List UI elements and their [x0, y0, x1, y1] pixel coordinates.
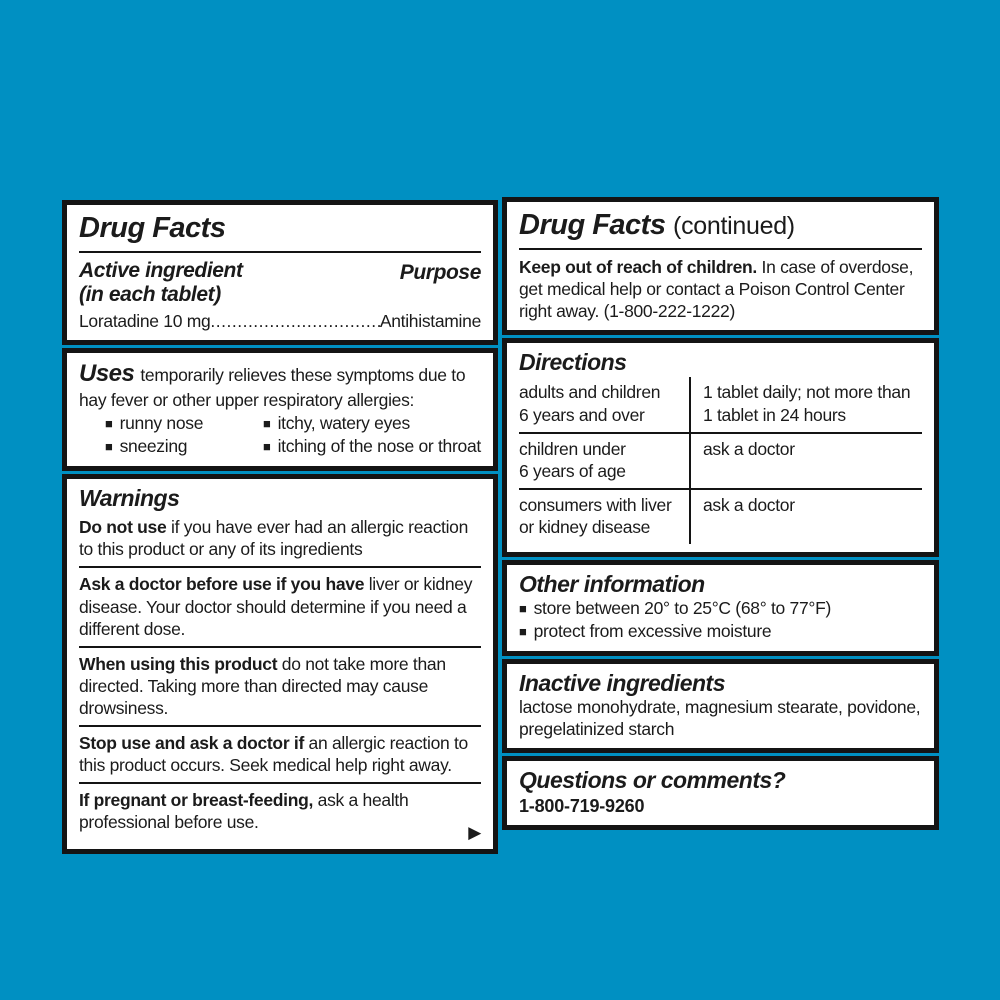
ingredient-name: Loratadine 10 mg [79, 311, 211, 332]
purpose-heading: Purpose [399, 260, 482, 284]
continued-label: (continued) [673, 212, 795, 240]
other-information-heading: Other information [519, 570, 705, 597]
title-divider [519, 247, 922, 250]
list-item: ■ itchy, watery eyes [263, 413, 410, 434]
questions-heading: Questions or comments? [519, 767, 786, 794]
uses-box: Uses temporarily relieves these symptoms … [62, 348, 498, 471]
drug-facts-continued-title: Drug Facts (continued) [519, 209, 795, 241]
table-row: adults and children 6 years and over 1 t… [519, 377, 922, 432]
warnings-heading: Warnings [79, 484, 180, 511]
table-row: children under 6 years of age ask a doct… [519, 431, 922, 488]
active-ingredient-heading: Active ingredient (in each tablet) [79, 258, 243, 307]
warning-paragraph: Stop use and ask a doctor if an allergic… [79, 724, 481, 782]
list-item: ■ store between 20° to 25°C (68° to 77°F… [519, 598, 831, 619]
table-row: consumers with liver or kidney disease a… [519, 487, 922, 544]
directions-dose: 1 tablet daily; not more than 1 tablet i… [703, 382, 911, 425]
uses-bullets: ■ runny nose ■ itchy, watery eyes ■ snee… [79, 412, 481, 458]
keep-out-paragraph: Keep out of reach of children. In case o… [519, 256, 914, 321]
title-active-ingredient-box: Drug Facts Active ingredient (in each ta… [62, 200, 498, 346]
directions-table: adults and children 6 years and over 1 t… [519, 377, 922, 544]
square-bullet-icon: ■ [105, 416, 113, 432]
square-bullet-icon: ■ [263, 416, 271, 432]
list-item: ■ itching of the nose or throat [263, 436, 481, 457]
directions-who: children under 6 years of age [519, 431, 691, 488]
continued-arrow-icon: ▶ [468, 822, 481, 842]
directions-heading: Directions [519, 349, 627, 376]
inactive-ingredients-heading: Inactive ingredients [519, 669, 726, 696]
warning-paragraph: If pregnant or breast-feeding, ask a hea… [79, 781, 481, 839]
inactive-ingredients-text: lactose monohydrate, magnesium stearate,… [519, 697, 921, 740]
list-item: ■ protect from excessive moisture [519, 620, 772, 641]
square-bullet-icon: ■ [519, 601, 527, 617]
warning-paragraph: Do not use if you have ever had an aller… [79, 517, 469, 560]
ingredient-purpose: Antihistamine [379, 311, 481, 332]
directions-box: Directions adults and children 6 years a… [502, 338, 939, 557]
square-bullet-icon: ■ [263, 439, 271, 455]
list-item: ■ sneezing [105, 436, 188, 457]
drug-facts-title: Drug Facts [79, 212, 226, 244]
square-bullet-icon: ■ [519, 623, 527, 639]
warnings-box: Warnings Do not use if you have ever had… [62, 473, 498, 854]
warning-paragraph: When using this product do not take more… [79, 645, 481, 725]
questions-phone: 1-800-719-9260 [519, 795, 645, 816]
continued-keep-out-box: Drug Facts (continued) Keep out of reach… [502, 197, 939, 336]
ingredient-row: Loratadine 10 mg .......................… [79, 311, 481, 332]
left-panel: Drug Facts Active ingredient (in each ta… [62, 200, 498, 854]
warning-paragraph: Ask a doctor before use if you have live… [79, 566, 481, 645]
inactive-ingredients-box: Inactive ingredients lactose monohydrate… [502, 658, 939, 754]
directions-dose: ask a doctor [691, 431, 922, 488]
leader-dots: ........................................… [210, 311, 380, 332]
other-information-box: Other information ■ store between 20° to… [502, 559, 939, 656]
questions-box: Questions or comments? 1-800-719-9260 [502, 756, 939, 830]
directions-dose: ask a doctor [691, 487, 922, 544]
uses-paragraph: Uses temporarily relieves these symptoms … [79, 360, 466, 411]
right-panel: Drug Facts (continued) Keep out of reach… [502, 197, 939, 830]
title-divider [79, 250, 481, 253]
list-item: ■ runny nose [105, 413, 204, 434]
directions-who: adults and children 6 years and over [519, 377, 691, 432]
uses-heading: Uses [79, 360, 135, 388]
square-bullet-icon: ■ [105, 439, 113, 455]
directions-who: consumers with liver or kidney disease [519, 487, 691, 544]
